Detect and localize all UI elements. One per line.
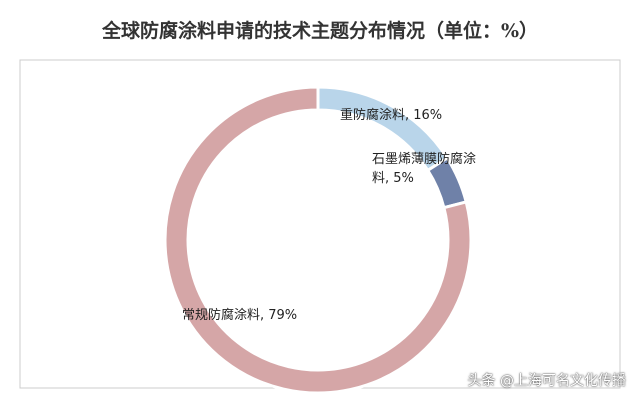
watermark: 头条 @上海可名文化传播 <box>467 373 626 389</box>
data-label: 重防腐涂料, 16% <box>340 108 443 123</box>
chart-title: 全球防腐涂料申请的技术主题分布情况（单位：%） <box>101 20 539 42</box>
donut-slice <box>163 85 473 395</box>
data-label: 石墨烯薄膜防腐涂料, 5% <box>372 152 477 186</box>
data-label: 常规防腐涂料, 79% <box>182 308 298 323</box>
